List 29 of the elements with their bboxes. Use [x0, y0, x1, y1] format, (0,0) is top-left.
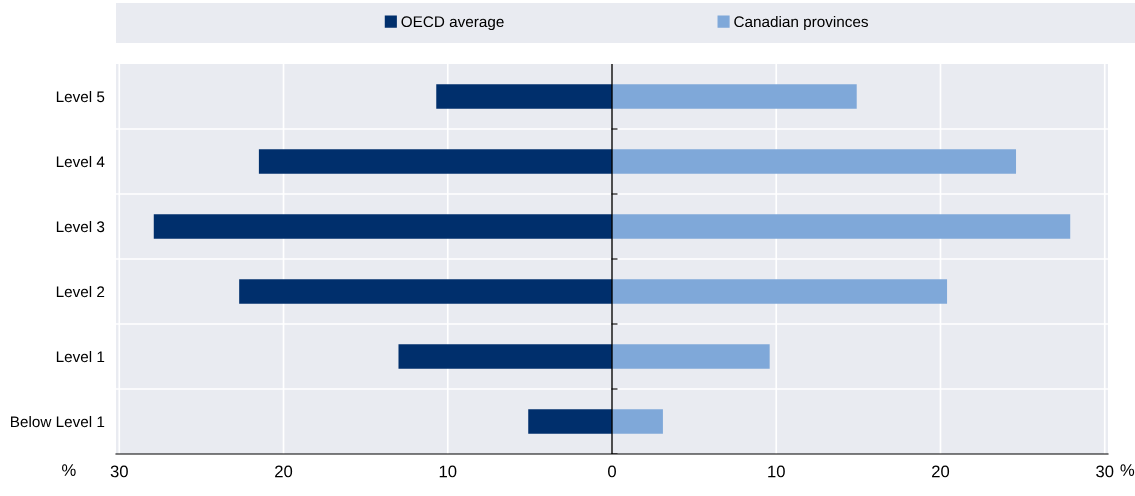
bar [612, 279, 948, 304]
bar [612, 214, 1071, 239]
x-tick-label: 20 [275, 465, 293, 478]
x-tick-label: 10 [768, 465, 785, 478]
x-tick-label: 0 [608, 465, 616, 478]
y-tick-label: Below Level 1 [11, 415, 105, 428]
x-tick-label: 10 [439, 465, 457, 478]
y-tick-label: Level 2 [56, 285, 105, 298]
bar [153, 214, 612, 239]
bar [612, 344, 770, 369]
bar [398, 344, 612, 369]
bar [528, 409, 612, 434]
bar [612, 149, 1017, 174]
bar [436, 84, 612, 109]
text: % [1120, 464, 1135, 476]
y-tick-label: Level 1 [56, 350, 105, 363]
bar [612, 84, 857, 109]
bar [612, 409, 663, 434]
x-tick-label: 30 [1096, 465, 1114, 478]
y-tick-label: Level 3 [56, 220, 105, 233]
x-tick-label: 20 [932, 465, 950, 478]
text: % [62, 464, 76, 476]
y-tick-label: Level 4 [56, 155, 105, 168]
bar [239, 279, 612, 304]
legend-label: Canadian provinces [734, 15, 868, 31]
legend-label: OECD average [401, 16, 504, 31]
bar [258, 149, 612, 174]
y-tick-label: Level 5 [56, 90, 105, 103]
x-tick-label: 30 [110, 465, 128, 478]
